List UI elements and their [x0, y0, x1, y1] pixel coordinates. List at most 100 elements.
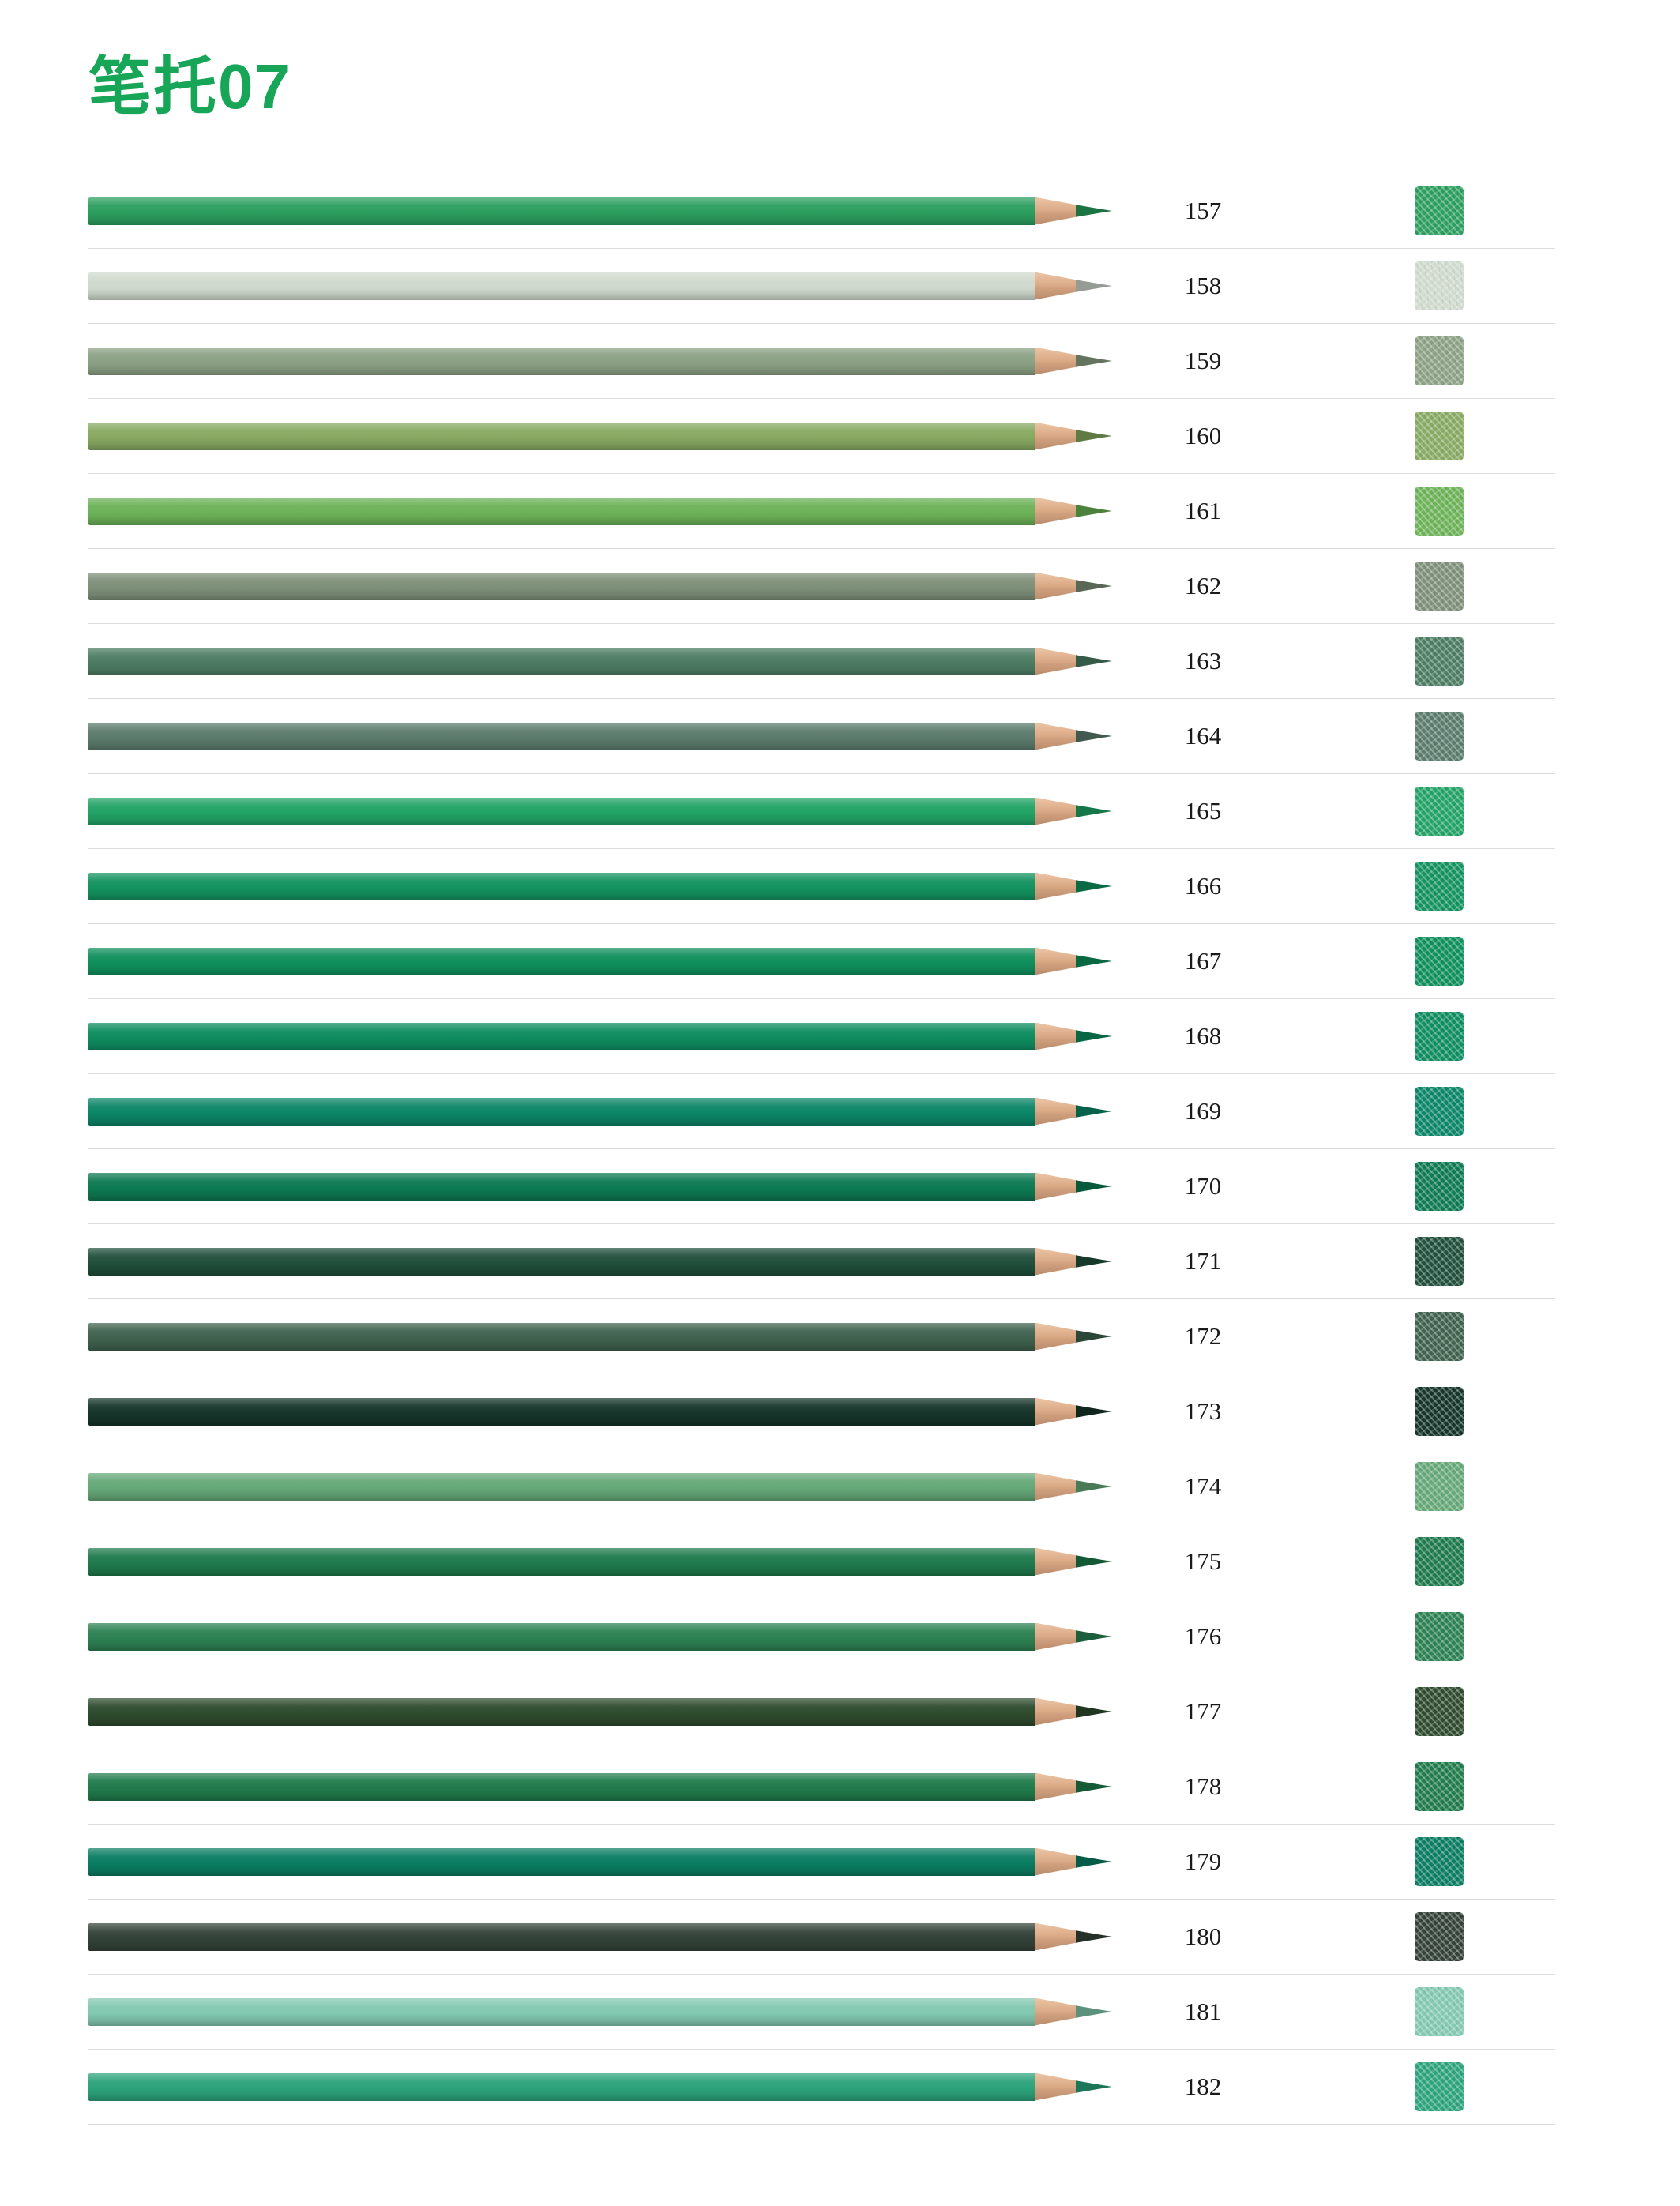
pencil-body [88, 1247, 1035, 1276]
pencil-lead-tip [1076, 1630, 1112, 1643]
pencil-body [88, 1997, 1035, 2026]
pencil-graphic [88, 1997, 1112, 2026]
pencil-number: 157 [1184, 197, 1222, 224]
pencil-graphic [88, 572, 1112, 600]
pencil-wood-tip [1035, 1547, 1076, 1576]
pencil-row: 160 [88, 399, 1555, 474]
color-swatch [1415, 1387, 1464, 1436]
pencil-row: 182 [88, 2050, 1555, 2125]
pencil-graphic [88, 1847, 1112, 1876]
pencil-wood-tip [1035, 1397, 1076, 1426]
pencil-lead-tip [1076, 1405, 1112, 1418]
pencil-graphic [88, 272, 1112, 300]
color-swatch [1415, 412, 1464, 460]
pencil-lead-tip [1076, 1480, 1112, 1493]
color-swatch [1415, 1537, 1464, 1586]
pencil-wood-tip [1035, 947, 1076, 975]
pencil-wood-tip [1035, 1847, 1076, 1876]
pencil-graphic [88, 1622, 1112, 1651]
pencil-graphic [88, 647, 1112, 675]
pencil-number: 174 [1184, 1472, 1222, 1500]
pencil-row: 174 [88, 1449, 1555, 1524]
pencil-number: 182 [1184, 2073, 1222, 2100]
pencil-row: 180 [88, 1900, 1555, 1975]
pencil-row: 176 [88, 1599, 1555, 1674]
color-swatch [1415, 2062, 1464, 2111]
color-swatch [1415, 1612, 1464, 1661]
pencil-body [88, 1397, 1035, 1426]
pencil-number: 177 [1184, 1697, 1222, 1725]
color-swatch [1415, 336, 1464, 385]
pencil-wood-tip [1035, 1697, 1076, 1726]
pencil-row: 169 [88, 1074, 1555, 1149]
pencil-body [88, 1772, 1035, 1801]
pencil-number: 166 [1184, 872, 1222, 900]
pencil-lead-tip [1076, 1180, 1112, 1193]
pencil-number: 176 [1184, 1622, 1222, 1650]
pencil-graphic [88, 1022, 1112, 1050]
pencil-body [88, 2073, 1035, 2101]
pencil-body [88, 1022, 1035, 1050]
pencil-body [88, 722, 1035, 750]
pencil-number: 169 [1184, 1097, 1222, 1125]
pencil-graphic [88, 1322, 1112, 1351]
pencil-graphic [88, 872, 1112, 900]
pencil-wood-tip [1035, 1022, 1076, 1050]
pencil-wood-tip [1035, 347, 1076, 375]
pencil-number: 172 [1184, 1322, 1222, 1350]
pencil-row: 165 [88, 774, 1555, 849]
pencil-lead-tip [1076, 955, 1112, 968]
pencil-row: 167 [88, 924, 1555, 999]
pencil-body [88, 197, 1035, 225]
pencil-number: 167 [1184, 947, 1222, 975]
pencil-graphic [88, 1472, 1112, 1501]
color-swatch [1415, 712, 1464, 761]
pencil-wood-tip [1035, 1247, 1076, 1276]
pencil-body [88, 1097, 1035, 1126]
pencil-graphic [88, 1922, 1112, 1951]
color-swatch [1415, 787, 1464, 836]
pencil-number: 181 [1184, 1997, 1222, 2025]
pencil-number: 158 [1184, 272, 1222, 299]
color-swatch [1415, 862, 1464, 911]
color-swatch [1415, 1762, 1464, 1811]
pencil-body [88, 1172, 1035, 1201]
pencil-row: 158 [88, 249, 1555, 324]
pencil-body [88, 1922, 1035, 1951]
pencil-number: 178 [1184, 1772, 1222, 1800]
pencil-graphic [88, 197, 1112, 225]
pencil-row: 178 [88, 1749, 1555, 1825]
pencil-number: 161 [1184, 497, 1222, 524]
pencil-lead-tip [1076, 1930, 1112, 1943]
pencil-wood-tip [1035, 497, 1076, 525]
pencil-graphic [88, 1697, 1112, 1726]
pencil-lead-tip [1076, 355, 1112, 367]
color-swatch [1415, 1012, 1464, 1061]
pencil-row: 164 [88, 699, 1555, 774]
pencil-row: 159 [88, 324, 1555, 399]
pencil-graphic [88, 1397, 1112, 1426]
pencil-wood-tip [1035, 1997, 1076, 2026]
pencil-row: 162 [88, 549, 1555, 624]
pencil-number: 163 [1184, 647, 1222, 675]
color-swatch [1415, 261, 1464, 310]
pencil-lead-tip [1076, 1855, 1112, 1868]
pencil-lead-tip [1076, 430, 1112, 442]
pencil-graphic [88, 422, 1112, 450]
pencil-wood-tip [1035, 572, 1076, 600]
pencil-lead-tip [1076, 2005, 1112, 2018]
pencil-lead-tip [1076, 505, 1112, 517]
pencil-wood-tip [1035, 1472, 1076, 1501]
pencil-lead-tip [1076, 1330, 1112, 1343]
pencil-number: 162 [1184, 572, 1222, 599]
pencil-wood-tip [1035, 197, 1076, 225]
pencil-row: 177 [88, 1674, 1555, 1749]
pencil-lead-tip [1076, 1105, 1112, 1118]
pencil-body [88, 1322, 1035, 1351]
pencil-number: 170 [1184, 1172, 1222, 1200]
pencil-number: 173 [1184, 1397, 1222, 1425]
color-swatch [1415, 637, 1464, 686]
pencil-lead-tip [1076, 730, 1112, 742]
pencil-lead-tip [1076, 880, 1112, 893]
pencil-row: 170 [88, 1149, 1555, 1224]
